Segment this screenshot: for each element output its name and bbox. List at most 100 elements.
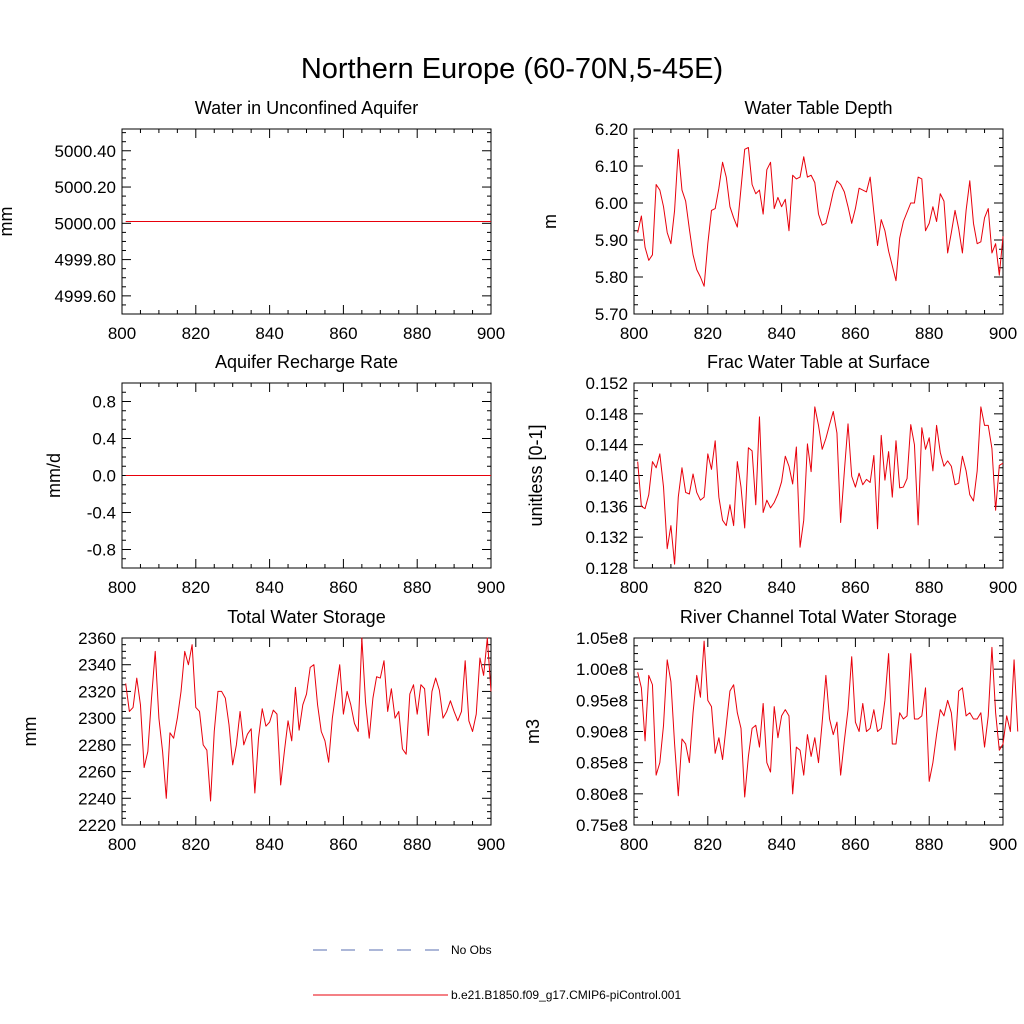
y-tick-label: 2300 — [78, 709, 116, 728]
x-tick-label: 800 — [620, 835, 648, 854]
y-tick-label: 2360 — [78, 629, 116, 648]
series-line — [637, 406, 1004, 565]
plot-frame — [633, 128, 1004, 315]
panel-1: Water in Unconfined Aquifer mm 800 820 840 86… — [0, 98, 505, 343]
figure-title: Northern Europe (60-70N,5-45E) — [301, 53, 723, 85]
x-tick-label: 820 — [694, 835, 722, 854]
legend: No Obs b.e21.B1850.f09_g17.CMIP6-piContr… — [313, 943, 681, 1002]
y-tick-label: 0.140 — [585, 467, 628, 486]
legend-model-label: b.e21.B1850.f09_g17.CMIP6-piControl.001 — [451, 988, 681, 1002]
x-tick-label: 880 — [403, 578, 431, 597]
x-tick-label: 840 — [255, 578, 283, 597]
panel-4: Frac Water Table at Surface unitless [0-1… — [526, 352, 1017, 597]
panel-5: Total Water Storage mm 800 820 840 860 880 900 2… — [20, 607, 505, 854]
y-tick-label: 5000.00 — [55, 214, 116, 233]
y-tick-label: 0.80e8 — [576, 785, 628, 804]
x-tick-label: 860 — [329, 578, 357, 597]
series-line — [637, 147, 1004, 287]
y-tick-label: 0.128 — [585, 559, 628, 578]
y-tick-label: 6.20 — [595, 120, 628, 139]
x-tick-label: 820 — [694, 578, 722, 597]
panel-2: Water Table Depth m 800 820 840 860 880 900 5.70… — [540, 98, 1017, 343]
x-tick-label: 860 — [841, 324, 869, 343]
panel-6: River Channel Total Water Storage m3 800 82… — [523, 607, 1019, 854]
x-tick-label: 880 — [915, 578, 943, 597]
y-tick-label: 1.05e8 — [576, 629, 628, 648]
x-tick-label: 800 — [108, 578, 136, 597]
x-tick-label: 800 — [620, 324, 648, 343]
y-tick-label: 0.85e8 — [576, 754, 628, 773]
x-tick-label: 820 — [182, 324, 210, 343]
y-tick-label: 0.90e8 — [576, 723, 628, 742]
x-tick-label: 900 — [989, 578, 1017, 597]
y-tick-label: 0.136 — [585, 497, 628, 516]
x-tick-label: 900 — [477, 578, 505, 597]
x-tick-label: 880 — [915, 324, 943, 343]
y-tick-label: 6.10 — [595, 157, 628, 176]
legend-obs-label: No Obs — [451, 943, 492, 957]
panel-title: Frac Water Table at Surface — [707, 352, 930, 372]
y-tick-label: 0.95e8 — [576, 691, 628, 710]
y-tick-label: 0.148 — [585, 405, 628, 424]
y-axis-label: unitless [0-1] — [526, 424, 546, 526]
y-tick-label: 0.8 — [92, 393, 116, 412]
x-tick-label: 860 — [329, 835, 357, 854]
y-tick-label: -0.8 — [87, 541, 116, 560]
x-tick-label: 800 — [620, 578, 648, 597]
y-tick-label: 2220 — [78, 816, 116, 835]
panel-title: Aquifer Recharge Rate — [215, 352, 398, 372]
y-tick-label: 0.152 — [585, 374, 628, 393]
y-tick-label: 1.00e8 — [576, 660, 628, 679]
x-tick-label: 840 — [767, 324, 795, 343]
x-tick-label: 880 — [915, 835, 943, 854]
y-tick-label: 2280 — [78, 736, 116, 755]
x-tick-label: 900 — [477, 324, 505, 343]
plot-frame — [121, 637, 492, 826]
y-tick-label: 5.90 — [595, 231, 628, 250]
y-tick-label: 2260 — [78, 763, 116, 782]
y-tick-label: 0.132 — [585, 528, 628, 547]
y-axis-label: mm — [20, 717, 40, 747]
panels: Water in Unconfined Aquifer mm 800 820 840 86… — [0, 98, 1019, 854]
x-tick-label: 900 — [477, 835, 505, 854]
y-tick-label: 2320 — [78, 682, 116, 701]
y-axis-label: mm/d — [44, 453, 64, 498]
y-tick-label: 5.80 — [595, 268, 628, 287]
panel-title: River Channel Total Water Storage — [680, 607, 957, 627]
panel-3: Aquifer Recharge Rate mm/d 800 820 840 860 880… — [44, 352, 505, 597]
panel-title: Water Table Depth — [744, 98, 892, 118]
x-tick-label: 860 — [841, 578, 869, 597]
x-tick-label: 840 — [767, 578, 795, 597]
y-tick-label: 5000.20 — [55, 178, 116, 197]
plot-frame — [633, 382, 1004, 569]
x-tick-label: 840 — [255, 835, 283, 854]
x-tick-label: 840 — [255, 324, 283, 343]
y-axis-label: mm — [0, 207, 16, 237]
y-tick-label: 0.75e8 — [576, 816, 628, 835]
panel-title: Water in Unconfined Aquifer — [195, 98, 418, 118]
panel-title: Total Water Storage — [227, 607, 385, 627]
y-tick-label: 5.70 — [595, 305, 628, 324]
y-tick-label: 2240 — [78, 789, 116, 808]
x-tick-label: 820 — [182, 578, 210, 597]
x-tick-label: 820 — [694, 324, 722, 343]
y-tick-label: 5000.40 — [55, 142, 116, 161]
y-axis-label: m3 — [523, 719, 543, 744]
x-tick-label: 860 — [841, 835, 869, 854]
y-tick-label: 6.00 — [595, 194, 628, 213]
series-line — [637, 640, 1019, 798]
y-tick-label: 4999.60 — [55, 287, 116, 306]
x-tick-label: 820 — [182, 835, 210, 854]
x-tick-label: 900 — [989, 324, 1017, 343]
series-line — [125, 637, 492, 802]
x-tick-label: 880 — [403, 324, 431, 343]
y-tick-label: 0.0 — [92, 467, 116, 486]
x-tick-label: 800 — [108, 324, 136, 343]
y-tick-label: 4999.80 — [55, 251, 116, 270]
y-tick-label: 2340 — [78, 656, 116, 675]
x-tick-label: 840 — [767, 835, 795, 854]
x-tick-label: 860 — [329, 324, 357, 343]
y-tick-label: 0.4 — [92, 430, 116, 449]
y-tick-label: 0.144 — [585, 436, 628, 455]
